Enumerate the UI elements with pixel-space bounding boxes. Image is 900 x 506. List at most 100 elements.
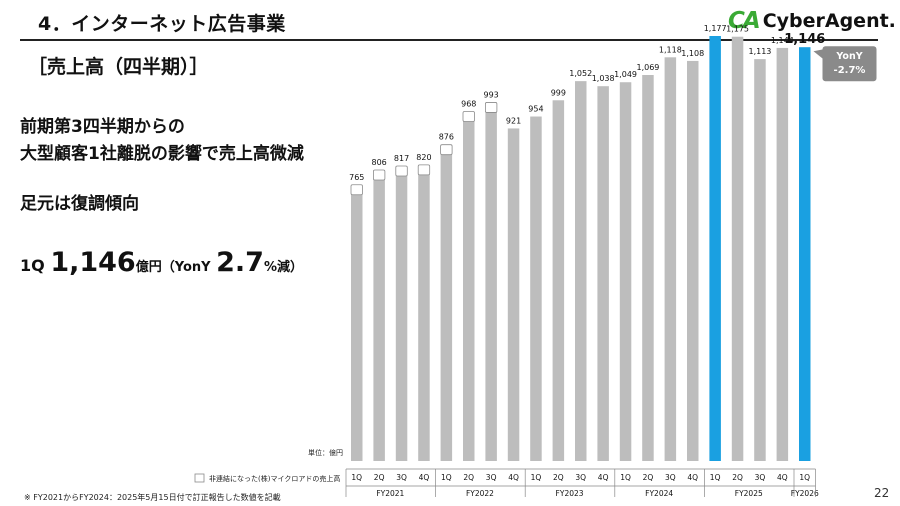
tick-label-fy2025-3q: 3Q [755, 473, 766, 482]
tick-label-fy2022-3q: 3Q [486, 473, 497, 482]
data-label-fy2023-2q: 999 [551, 88, 566, 97]
highlight-yoy-unit: %減） [263, 260, 303, 275]
tick-label-fy2025-4q: 4Q [777, 473, 788, 482]
fy-label-fy2025: FY2025 [735, 489, 763, 498]
bar-fy2025-4q [776, 47, 789, 461]
bar-fy2022-3q [485, 102, 497, 462]
bar-fy2025-3q [754, 59, 766, 462]
bar-fy2025-2q [731, 36, 744, 462]
microad-marker-fy2021-2q [372, 169, 386, 181]
tick-label-fy2023-4q: 4Q [598, 473, 609, 482]
data-label-fy2025-1q: 1,177 [704, 24, 727, 33]
data-label-fy2024-4q: 1,108 [681, 49, 704, 58]
fy-label-fy2024: FY2024 [645, 489, 673, 498]
bar-fy2021-4q [418, 164, 430, 461]
message-line-3: 足元は復調傾向 [20, 194, 139, 214]
yony-badge-value: -2.7% [834, 65, 866, 76]
section-title: 4．インターネット広告事業 [38, 13, 286, 35]
data-label-fy2022-1q: 876 [439, 133, 454, 142]
data-label-fy2022-2q: 968 [461, 99, 476, 108]
chart-subheading: ［売上高（四半期）］ [28, 56, 209, 78]
highlight-value: 1,146 [50, 247, 136, 278]
data-label-fy2023-3q: 1,052 [569, 69, 592, 78]
data-label-fy2021-2q: 806 [372, 158, 387, 167]
bar-fy2023-3q [575, 81, 587, 462]
tick-label-fy2024-1q: 1Q [620, 473, 631, 482]
bar-fy2022-2q [463, 111, 475, 462]
tick-label-fy2024-2q: 2Q [643, 473, 654, 482]
bar-fy2022-1q [440, 144, 453, 461]
highlight-quarter: 1Q [20, 256, 45, 275]
highlight-figure: 1Q 1,146億円（YonY 2.7%減） [20, 247, 303, 278]
data-label-fy2026-1q: 1,146 [784, 32, 825, 47]
data-label-fy2025-4q: 1,144 [771, 36, 794, 45]
fy-label-fy2023: FY2023 [556, 489, 584, 498]
data-label-fy2023-1q: 954 [528, 105, 543, 114]
fy-label-fy2021: FY2021 [376, 489, 404, 498]
microad-marker-fy2021-1q [350, 184, 363, 196]
tick-label-fy2021-2q: 2Q [374, 473, 385, 482]
bar-fy2023-4q [597, 86, 609, 461]
tick-label-fy2021-1q: 1Q [351, 473, 362, 482]
data-label-fy2024-3q: 1,118 [659, 45, 682, 54]
microad-marker-fy2022-3q [484, 102, 498, 113]
microad-marker-fy2022-2q [462, 111, 475, 122]
data-label-fy2023-4q: 1,038 [592, 74, 615, 83]
highlight-yoy: 2.7 [216, 247, 264, 278]
data-label-fy2021-4q: 820 [416, 153, 431, 162]
tick-label-fy2025-2q: 2Q [732, 473, 743, 482]
tick-label-fy2021-3q: 3Q [396, 473, 407, 482]
bar-fy2023-2q [552, 100, 565, 462]
data-label-fy2021-1q: 765 [349, 173, 364, 182]
bar-fy2026-1q [799, 47, 811, 461]
legend-swatch [194, 473, 205, 483]
bar-fy2024-4q [687, 60, 699, 461]
unit-label: 単位：億円 [308, 448, 343, 457]
tick-label-fy2023-1q: 1Q [531, 473, 542, 482]
highlight-unit: 億円（YonY [135, 260, 211, 275]
logo-mark: CA [728, 8, 761, 34]
tick-label-fy2024-4q: 4Q [687, 473, 698, 482]
bar-fy2024-3q [664, 57, 677, 461]
fy-label-fy2026: FY2026 [791, 489, 819, 498]
data-label-fy2021-3q: 817 [394, 154, 409, 163]
yony-badge [822, 46, 877, 82]
yony-badge-pointer [813, 49, 824, 60]
data-label-fy2024-2q: 1,069 [636, 63, 659, 72]
yony-badge-label: YonY [835, 51, 862, 62]
bar-fy2022-4q [507, 128, 520, 461]
tick-label-fy2022-4q: 4Q [508, 473, 519, 482]
message-line-1: 前期第3四半期からの [20, 117, 185, 137]
bar-fy2024-2q [642, 74, 654, 462]
message-line-2: 大型顧客1社離脱の影響で売上高微減 [20, 144, 304, 164]
tick-label-fy2022-2q: 2Q [463, 473, 474, 482]
data-label-fy2022-4q: 921 [506, 116, 521, 125]
fy-label-fy2022: FY2022 [466, 489, 494, 498]
company-logo: CA CyberAgent. [728, 8, 896, 34]
bar-fy2021-2q [373, 169, 385, 461]
tick-label-fy2024-3q: 3Q [665, 473, 676, 482]
tick-label-fy2026-1q: 1Q [799, 473, 810, 482]
tick-label-fy2025-1q: 1Q [710, 473, 721, 482]
data-label-fy2025-2q: 1,175 [726, 25, 749, 34]
data-label-fy2024-1q: 1,049 [614, 70, 637, 79]
bar-fy2024-1q [619, 82, 632, 461]
tick-label-fy2022-1q: 1Q [441, 473, 452, 482]
microad-marker-fy2022-1q [440, 144, 453, 156]
bar-fy2021-1q [351, 184, 363, 461]
tick-label-fy2023-3q: 3Q [575, 473, 586, 482]
data-label-fy2025-3q: 1,113 [748, 47, 771, 56]
footnote: ※ FY2021からFY2024：2025年5月15日付で訂正報告した数値を記載 [24, 493, 281, 502]
bar-fy2025-1q [709, 36, 721, 461]
legend-label: 非連結になった(株)マイクロアドの売上高 [209, 474, 340, 483]
data-label-fy2022-3q: 993 [484, 90, 499, 99]
microad-marker-fy2021-3q [395, 165, 408, 177]
page-number: 22 [874, 486, 890, 500]
bar-fy2021-3q [395, 165, 408, 461]
tick-label-fy2021-4q: 4Q [419, 473, 430, 482]
microad-marker-fy2021-4q [417, 164, 431, 176]
logo-wordmark: CyberAgent. [762, 10, 896, 32]
title-divider [20, 39, 878, 41]
bar-fy2023-1q [530, 116, 542, 461]
